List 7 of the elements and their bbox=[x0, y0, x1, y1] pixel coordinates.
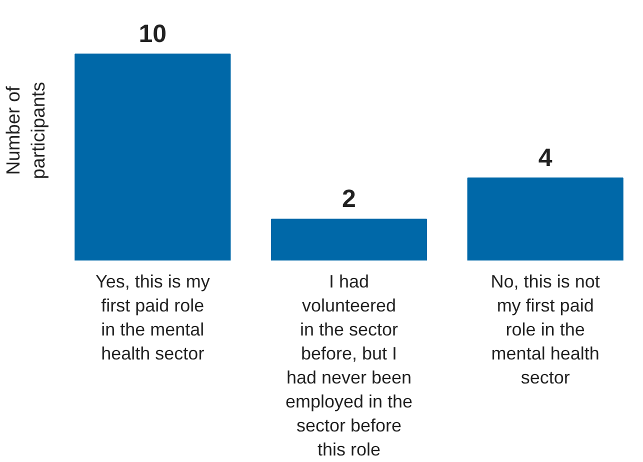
x-tick-label: No, this is not my first paid role in the mental health sector bbox=[490, 272, 600, 388]
y-axis-title: Number of participants bbox=[3, 82, 50, 180]
data-label: 4 bbox=[538, 144, 552, 172]
data-label: 2 bbox=[342, 185, 356, 214]
data-label: 10 bbox=[138, 20, 167, 48]
x-tick-label: I had volunteered in the sector before, but I had never been employed in the sector before this role bbox=[285, 272, 413, 460]
x-tick-label: Yes, this is my first paid role in the mental health sector bbox=[95, 272, 210, 364]
